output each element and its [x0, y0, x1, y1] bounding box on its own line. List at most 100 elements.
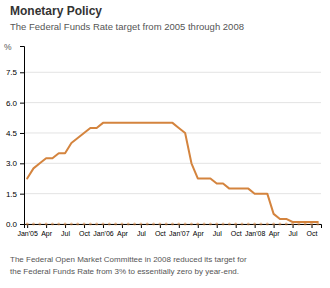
baseline-dot — [278, 223, 281, 226]
y-tick: 1.5 — [6, 190, 24, 199]
baseline-dot — [108, 223, 111, 226]
baseline-dot — [152, 223, 155, 226]
x-tick: Jan'08 — [245, 224, 266, 237]
plot-area: 0.01.53.04.56.07.5Jan'05AprJulOctJan'06A… — [6, 47, 322, 238]
x-tick-label: Apr — [193, 230, 205, 238]
subtitle: The Federal Funds Rate target from 2005 … — [10, 21, 244, 32]
x-tick: Jan'06 — [93, 224, 114, 237]
baseline-dot — [38, 223, 41, 226]
baseline-dot — [51, 223, 54, 226]
line — [27, 123, 318, 222]
y-tick-label: 7.5 — [6, 68, 18, 77]
baseline-dot — [209, 223, 212, 226]
y-tick: 0.0 — [6, 220, 24, 229]
y-tick-mark — [20, 103, 24, 104]
y-tick-label: 6.0 — [6, 99, 18, 108]
baseline-dot — [95, 223, 98, 226]
baseline-dot — [272, 223, 275, 226]
x-tick: Jul — [61, 224, 70, 237]
y-tick-label: 1.5 — [6, 190, 18, 199]
baseline-dot — [83, 223, 86, 226]
baseline-dot — [133, 223, 136, 226]
y-tick-label: 0.0 — [6, 220, 18, 229]
baseline-dot — [32, 223, 35, 226]
y-tick-mark — [20, 133, 24, 134]
x-tick-label: Jul — [61, 230, 70, 237]
grid-line — [24, 132, 321, 133]
baseline-dot — [26, 223, 29, 226]
baseline-dot — [203, 223, 206, 226]
grid-line — [24, 193, 321, 194]
x-tick-label: Jan'08 — [245, 230, 266, 237]
baseline-dot — [196, 223, 199, 226]
baseline-dot — [64, 223, 67, 226]
y-tick: 3.0 — [6, 159, 24, 168]
baseline-dot — [76, 223, 79, 226]
annotation: The Federal Open Market Committee in 200… — [10, 255, 247, 264]
baseline-dot — [45, 223, 48, 226]
y-tick-mark — [20, 194, 24, 195]
x-tick: Oct — [79, 224, 90, 237]
x-tick-label: Oct — [155, 230, 166, 237]
baseline-dots — [26, 223, 320, 226]
x-tick: Oct — [231, 224, 242, 237]
y-tick-mark — [20, 72, 24, 73]
baseline-dot — [158, 223, 161, 226]
x-axis: Jan'05AprJulOctJan'06AprJulOctJan'07AprJ… — [17, 224, 321, 238]
x-tick: Apr — [269, 224, 281, 238]
y-tick: 6.0 — [6, 99, 24, 108]
grid-line — [24, 102, 321, 103]
x-tick: Jan'05 — [17, 224, 38, 237]
x-tick-label: Jul — [213, 230, 222, 237]
grid — [24, 72, 321, 224]
x-tick-label: Oct — [231, 230, 242, 237]
baseline-dot — [70, 223, 73, 226]
x-tick: Jan'07 — [169, 224, 190, 237]
baseline-dot — [228, 223, 231, 226]
baseline-dot — [266, 223, 269, 226]
y-tick: 7.5 — [6, 68, 24, 77]
baseline-dot — [57, 223, 60, 226]
baseline-dot — [120, 223, 123, 226]
y-tick-label: 4.5 — [6, 129, 18, 138]
baseline-dot — [101, 223, 104, 226]
x-tick-label: Apr — [117, 230, 129, 238]
x-tick-label: Oct — [79, 230, 90, 237]
title: Monetary Policy — [10, 4, 102, 18]
baseline-dot — [259, 223, 262, 226]
y-tick: 4.5 — [6, 129, 24, 138]
baseline-dot — [234, 223, 237, 226]
baseline-dot — [241, 223, 244, 226]
x-tick: Jul — [289, 224, 298, 237]
x-tick-label: Jul — [137, 230, 146, 237]
x-tick-label: Jan'07 — [169, 230, 190, 237]
baseline-dot — [114, 223, 117, 226]
baseline-dot — [127, 223, 130, 226]
baseline-dot — [215, 223, 218, 226]
baseline-dot — [89, 223, 92, 226]
y-tick-label: 3.0 — [6, 159, 18, 168]
y-axis-line — [20, 47, 25, 225]
x-tick: Jul — [213, 224, 222, 237]
baseline-dot — [222, 223, 225, 226]
x-tick: Apr — [41, 224, 53, 238]
baseline-dot — [165, 223, 168, 226]
grid-line — [24, 163, 321, 164]
baseline-dot — [247, 223, 250, 226]
annotation: the Federal Funds Rate from 3% to essent… — [10, 267, 239, 276]
x-tick-label: Apr — [269, 230, 281, 238]
y-tick-mark — [20, 163, 24, 164]
baseline-dot — [285, 223, 288, 226]
x-tick: Oct — [307, 224, 318, 237]
x-tick: Apr — [193, 224, 205, 238]
x-tick: Apr — [117, 224, 129, 238]
baseline-dot — [184, 223, 187, 226]
x-tick: Oct — [155, 224, 166, 237]
x-tick-label: Jan'05 — [17, 230, 38, 237]
x-tick-label: Jan'06 — [93, 230, 114, 237]
baseline-dot — [171, 223, 174, 226]
y-axis-label: % — [4, 42, 12, 52]
x-tick-label: Apr — [41, 230, 53, 238]
baseline-dot — [177, 223, 180, 226]
x-tick-label: Jul — [289, 230, 298, 237]
